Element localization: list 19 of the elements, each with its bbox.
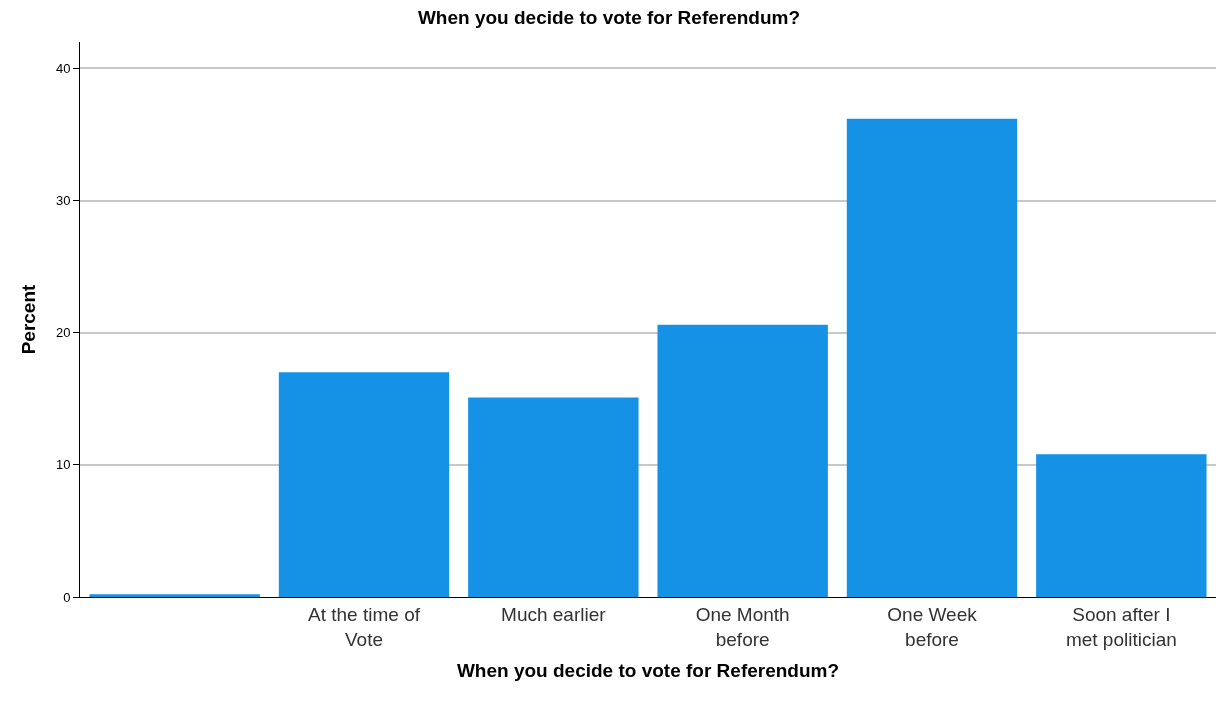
bar: [1036, 454, 1207, 597]
x-tick-label: Soon after I met politician: [1065, 603, 1177, 650]
bar: [846, 118, 1018, 597]
y-tick-label: 10: [55, 457, 71, 473]
x-tick-label: Much earlier: [501, 603, 607, 625]
x-tick-label: One Month before: [695, 603, 790, 650]
bar: [278, 372, 450, 597]
x-tick-label: One Week before: [887, 603, 978, 650]
y-tick-label: 20: [55, 325, 71, 341]
chart-title: When you decide to vote for Referendum?: [417, 6, 801, 28]
bar: [89, 594, 260, 597]
y-axis-title: Percent: [17, 283, 39, 355]
bar: [657, 324, 828, 597]
y-tick-label: 40: [55, 60, 71, 76]
y-tick-label: 0: [63, 589, 71, 605]
x-axis-title: When you decide to vote for Referendum?: [456, 660, 840, 682]
x-tick-label: At the time of Vote: [308, 603, 421, 650]
bar: [468, 397, 639, 597]
y-tick-label: 30: [55, 193, 71, 209]
